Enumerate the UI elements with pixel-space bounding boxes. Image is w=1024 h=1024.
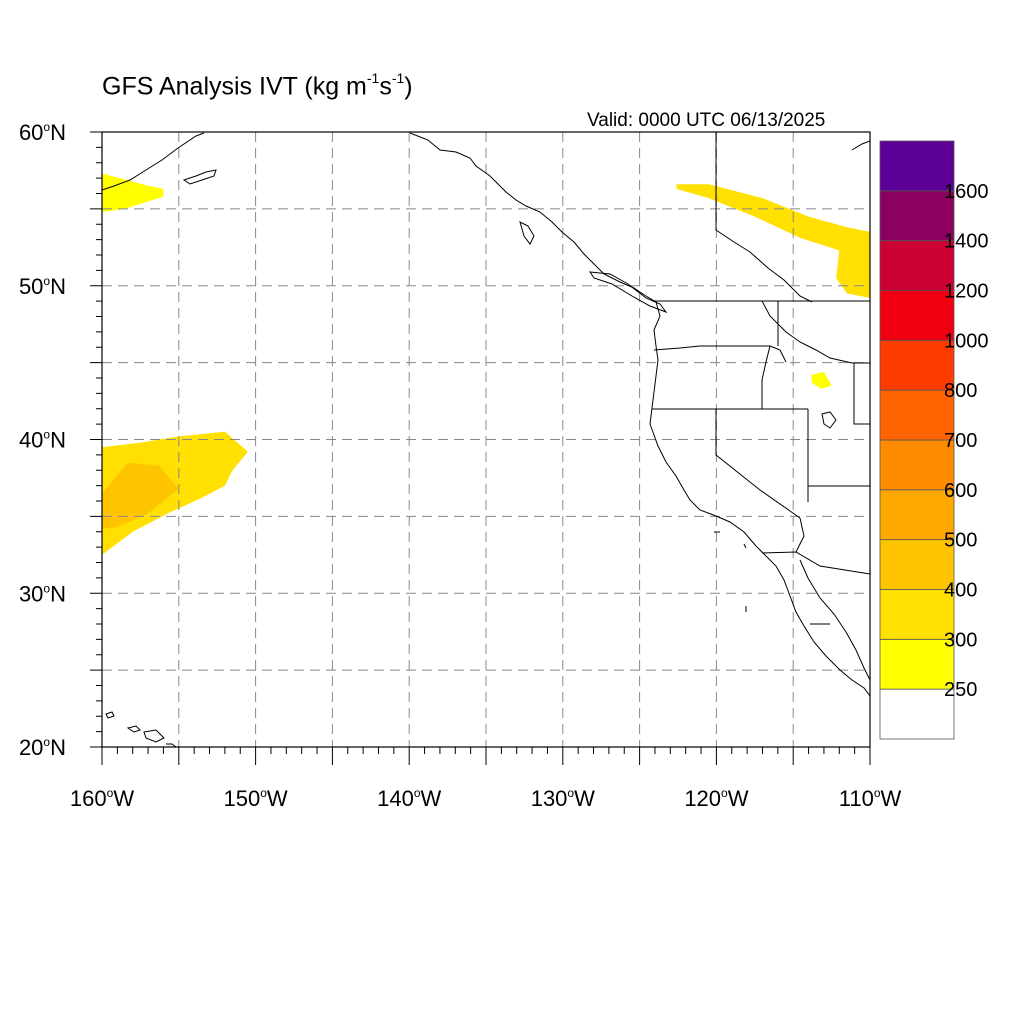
lon-label-160: 160oW (70, 786, 134, 811)
ivt-region-subtropical-plume-core (102, 462, 179, 529)
colorbar-label-500: 500 (944, 530, 977, 552)
colorbar-label-700: 700 (944, 430, 977, 452)
ivt-region-idaho-spots (811, 371, 832, 389)
colorbar-swatch (879, 140, 955, 192)
coastlines (102, 132, 870, 747)
colorbar-swatch (879, 638, 955, 690)
title-mid: s (379, 72, 392, 101)
coastline-hawaii-kauai (105, 711, 115, 719)
coastline-hawaii-big-island (143, 729, 165, 743)
ivt-shading (102, 173, 870, 555)
coastline-west-coast (409, 132, 870, 697)
colorbar-label-1400: 1400 (944, 231, 989, 253)
coastline-vancouver-island (588, 271, 668, 314)
title-exponent-2: -1 (391, 70, 405, 86)
lon-label-120: 120oW (684, 786, 748, 811)
coastline-great-salt-lake (821, 411, 837, 429)
colorbar-label-600: 600 (944, 480, 977, 502)
coastline-alaska-west (102, 132, 205, 191)
coastline-baja-gulf (799, 559, 870, 681)
colorbar-swatch (879, 290, 955, 341)
colorbar-swatch (879, 190, 955, 242)
border-wa-or (653, 345, 787, 363)
colorbar-label-1000: 1000 (944, 330, 989, 352)
title-text: GFS Analysis IVT (kg m (102, 72, 367, 101)
colorbar-swatch (879, 339, 955, 391)
colorbar-label-300: 300 (944, 629, 977, 651)
ivt-region-canada-band (676, 184, 870, 298)
map-title: GFS Analysis IVT (kg m-1s-1) (102, 70, 413, 101)
lon-label-130: 130oW (531, 786, 595, 811)
border-idaho-montana (761, 300, 870, 364)
lat-label-60: 60oN (19, 120, 66, 145)
colorbar-swatch (879, 688, 955, 740)
graticule (102, 132, 870, 747)
colorbar-swatch (879, 439, 955, 491)
lat-label-30: 30oN (19, 581, 66, 606)
colorbar-label-1600: 1600 (944, 181, 989, 203)
coastline-kodiak (182, 169, 217, 185)
colorbar-swatch (879, 240, 955, 291)
lon-label-150: 150oW (224, 786, 288, 811)
border-ca-nv (715, 409, 801, 519)
ivt-region-alaska-moisture (102, 173, 164, 212)
border-ca-az (795, 517, 805, 553)
longitude-labels: 160oW 150oW 140oW 130oW 120oW 110oW (70, 786, 902, 811)
ivt-region-subtropical-plume (102, 431, 248, 555)
colorbar-label-1200: 1200 (944, 281, 989, 303)
lon-label-140: 140oW (377, 786, 441, 811)
political-borders (652, 132, 870, 625)
colorbar (879, 140, 955, 740)
border-us-mexico (761, 551, 870, 575)
axis-ticks (90, 131, 871, 765)
colorbar-labels: 250 300 400 500 600 700 800 1000 1200 1400 1600 (944, 181, 989, 701)
lat-label-40: 40oN (19, 428, 66, 453)
colorbar-swatch (879, 489, 955, 540)
coastline-haida-gwaii (519, 221, 535, 245)
colorbar-swatch (879, 539, 955, 590)
coastline-alaska-northeast (851, 140, 870, 151)
coastline-hawaii-maui (126, 725, 141, 733)
colorbar-swatch (879, 389, 955, 441)
valid-time-label: Valid: 0000 UTC 06/13/2025 (587, 110, 826, 131)
colorbar-label-250: 250 (944, 679, 977, 701)
coastline-hawaii-oahu (166, 743, 177, 747)
lat-label-20: 20oN (19, 735, 66, 760)
title-exponent-1: -1 (366, 70, 380, 86)
latitude-labels: 20oN 30oN 40oN 50oN 60oN (19, 120, 66, 760)
border-wyoming (853, 363, 870, 425)
colorbar-label-400: 400 (944, 580, 977, 602)
colorbar-label-800: 800 (944, 380, 977, 402)
colorbar-swatch (879, 589, 955, 640)
lat-label-50: 50oN (19, 274, 66, 299)
border-or-idaho (761, 345, 771, 409)
lon-label-110: 110oW (839, 786, 902, 811)
coastline-channel-islands (714, 531, 747, 612)
border-bc-interior (715, 132, 813, 303)
title-close: ) (404, 72, 413, 101)
